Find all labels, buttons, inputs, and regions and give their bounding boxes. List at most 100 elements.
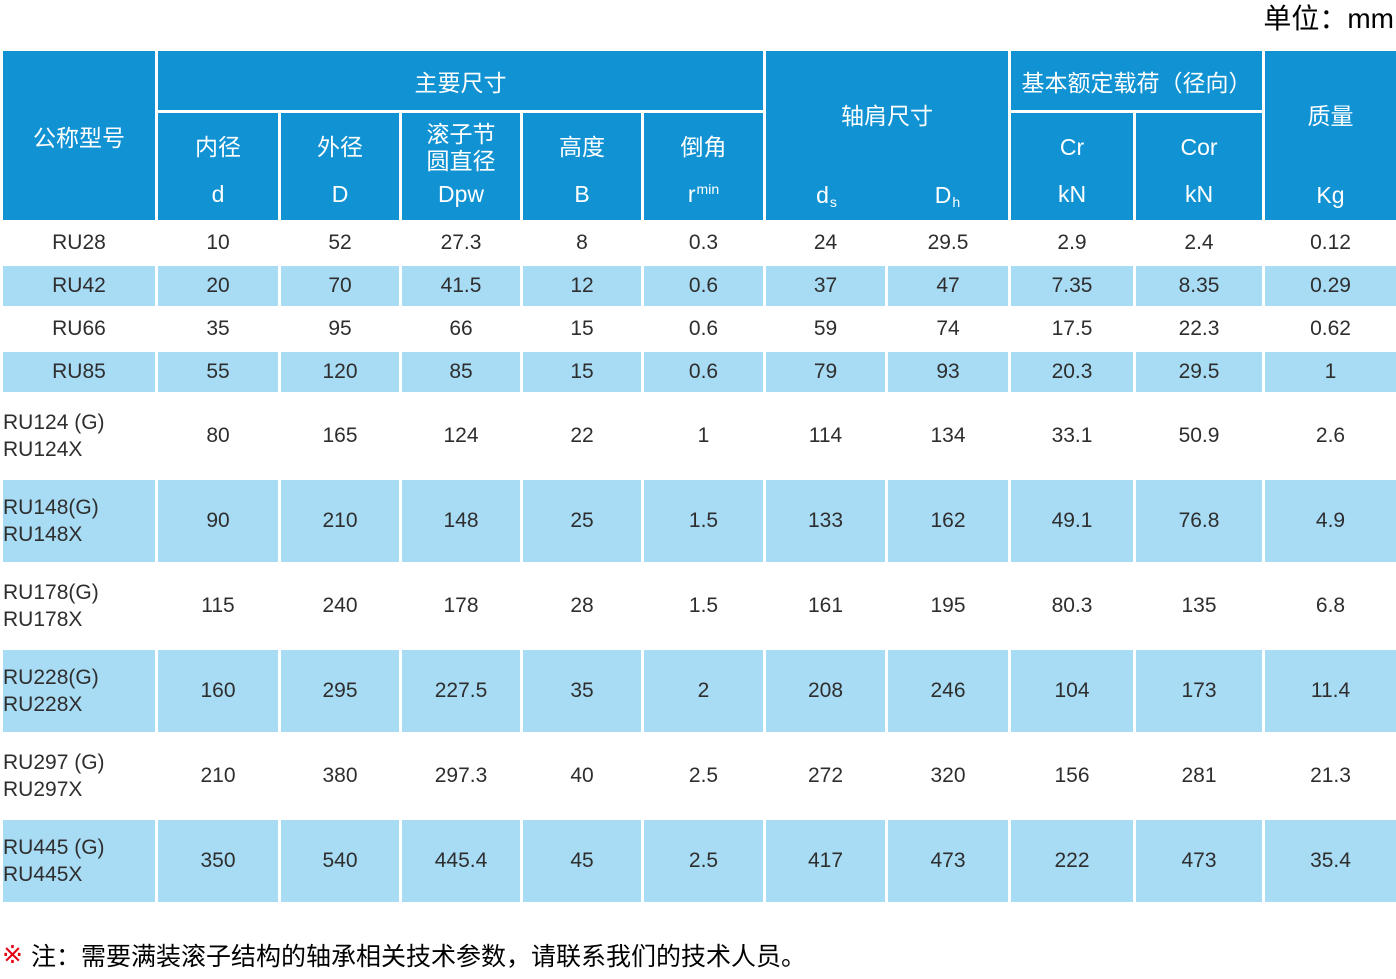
value-cell: 29.5 (1133, 349, 1265, 395)
table-row: RU178(G) RU178X 115 240 178 28 1.5 161 1… (0, 562, 1396, 650)
value-cell: 40 (520, 732, 644, 820)
value-cell: 210 (278, 477, 402, 565)
value-cell: 104 (1008, 647, 1136, 735)
table-row: RU297 (G) RU297X 210 380 297.3 40 2.5 27… (0, 732, 1396, 820)
value-cell: 28 (520, 562, 644, 650)
header-pitch-diameter: 滚子节 圆直径 Dpw (399, 110, 523, 223)
header-shoulder-dimensions: 轴肩尺寸 ds Dh (763, 48, 1011, 223)
value-cell: 178 (399, 562, 523, 650)
value-cell: 17.5 (1008, 306, 1136, 352)
value-cell: 320 (885, 732, 1011, 820)
value-cell: 162 (885, 477, 1011, 565)
value-cell: 134 (885, 392, 1011, 480)
bearing-spec-table: 公称型号 主要尺寸 轴肩尺寸 ds Dh 基本额定载荷（径向） 质量 (0, 48, 1396, 905)
model-cell: RU228(G) RU228X (0, 647, 158, 735)
value-cell: 55 (155, 349, 281, 395)
value-cell: 1 (641, 392, 766, 480)
model-cell: RU85 (0, 349, 158, 395)
model-cell: RU297 (G) RU297X (0, 732, 158, 820)
value-cell: 473 (885, 817, 1011, 905)
model-cell: RU178(G) RU178X (0, 562, 158, 650)
model-cell: RU42 (0, 263, 158, 309)
table-row: RU148(G) RU148X 90 210 148 25 1.5 133 16… (0, 477, 1396, 565)
unit-label: 单位：mm (1263, 3, 1394, 34)
value-cell: 11.4 (1262, 647, 1396, 735)
value-cell: 161 (763, 562, 888, 650)
value-cell: 80 (155, 392, 281, 480)
value-cell: 1.5 (641, 477, 766, 565)
value-cell: 2 (641, 647, 766, 735)
value-cell: 45 (520, 817, 644, 905)
header-outer-diameter: 外径 D (278, 110, 402, 223)
value-cell: 70 (278, 263, 402, 309)
value-cell: 93 (885, 349, 1011, 395)
value-cell: 114 (763, 392, 888, 480)
mass-title: 质量 (1307, 103, 1354, 130)
value-cell: 29.5 (885, 220, 1011, 266)
value-cell: 0.6 (641, 349, 766, 395)
value-cell: 1 (1262, 349, 1396, 395)
value-cell: 148 (399, 477, 523, 565)
value-cell: 473 (1133, 817, 1265, 905)
value-cell: 297.3 (399, 732, 523, 820)
note-asterisk-icon: ※ (2, 941, 23, 969)
table-row: RU28 10 52 27.3 8 0.3 24 29.5 2.9 2.4 0.… (0, 220, 1396, 266)
value-cell: 49.1 (1008, 477, 1136, 565)
value-cell: 1.5 (641, 562, 766, 650)
table-row: RU85 55 120 85 15 0.6 79 93 20.3 29.5 1 (0, 349, 1396, 395)
value-cell: 7.35 (1008, 263, 1136, 309)
value-cell: 41.5 (399, 263, 523, 309)
header-mass: 质量 Kg (1262, 48, 1396, 223)
value-cell: 76.8 (1133, 477, 1265, 565)
value-cell: 195 (885, 562, 1011, 650)
value-cell: 350 (155, 817, 281, 905)
value-cell: 295 (278, 647, 402, 735)
value-cell: 24 (763, 220, 888, 266)
value-cell: 10 (155, 220, 281, 266)
value-cell: 0.29 (1262, 263, 1396, 309)
value-cell: 0.3 (641, 220, 766, 266)
value-cell: 115 (155, 562, 281, 650)
value-cell: 165 (278, 392, 402, 480)
value-cell: 20 (155, 263, 281, 309)
value-cell: 135 (1133, 562, 1265, 650)
table-row: RU42 20 70 41.5 12 0.6 37 47 7.35 8.35 0… (0, 263, 1396, 309)
value-cell: 160 (155, 647, 281, 735)
footnote: ※ 注：需要满装滚子结构的轴承相关技术参数，请联系我们的技术人员。 (0, 937, 1396, 973)
value-cell: 22.3 (1133, 306, 1265, 352)
mass-unit: Kg (1316, 182, 1345, 208)
value-cell: 79 (763, 349, 888, 395)
value-cell: 20.3 (1008, 349, 1136, 395)
value-cell: 2.5 (641, 732, 766, 820)
model-cell: RU445 (G) RU445X (0, 817, 158, 905)
value-cell: 15 (520, 349, 644, 395)
value-cell: 0.6 (641, 263, 766, 309)
value-cell: 173 (1133, 647, 1265, 735)
header-chamfer: 倒角 r min (641, 110, 766, 223)
value-cell: 52 (278, 220, 402, 266)
value-cell: 66 (399, 306, 523, 352)
value-cell: 133 (763, 477, 888, 565)
header-height: 高度 B (520, 110, 644, 223)
value-cell: 22 (520, 392, 644, 480)
value-cell: 15 (520, 306, 644, 352)
value-cell: 2.4 (1133, 220, 1265, 266)
table-row: RU66 35 95 66 15 0.6 59 74 17.5 22.3 0.6… (0, 306, 1396, 352)
value-cell: 8 (520, 220, 644, 266)
value-cell: 240 (278, 562, 402, 650)
value-cell: 85 (399, 349, 523, 395)
value-cell: 35.4 (1262, 817, 1396, 905)
value-cell: 90 (155, 477, 281, 565)
note-text: 注：需要满装滚子结构的轴承相关技术参数，请联系我们的技术人员。 (30, 943, 806, 971)
value-cell: 222 (1008, 817, 1136, 905)
header-dh: Dh (934, 182, 961, 210)
header-cor: Cor kN (1133, 110, 1265, 223)
value-cell: 50.9 (1133, 392, 1265, 480)
value-cell: 156 (1008, 732, 1136, 820)
header-load-rating: 基本额定载荷（径向） (1008, 48, 1265, 113)
model-cell: RU148(G) RU148X (0, 477, 158, 565)
value-cell: 210 (155, 732, 281, 820)
value-cell: 27.3 (399, 220, 523, 266)
value-cell: 227.5 (399, 647, 523, 735)
